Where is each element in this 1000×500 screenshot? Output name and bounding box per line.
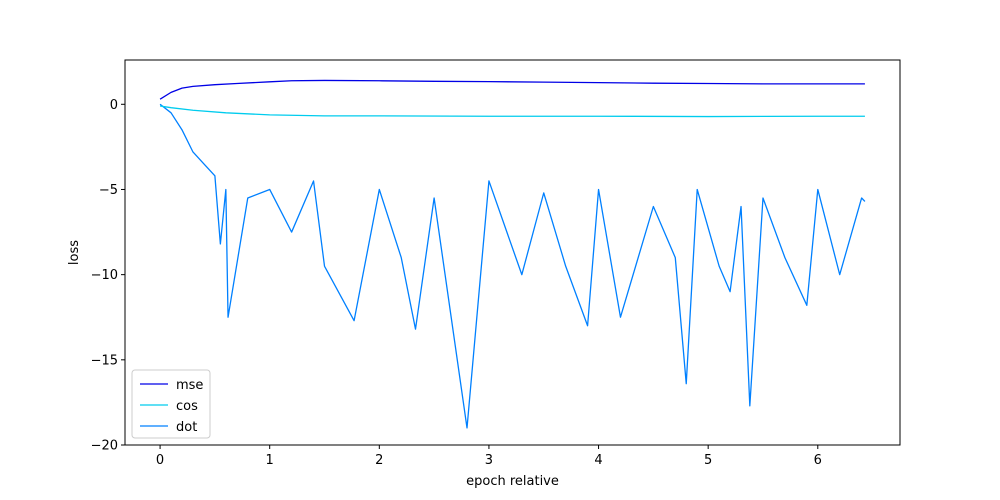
legend-box bbox=[131, 369, 211, 439]
ticks-layer: 0 1 2 3 4 5 6 0 −5 −10 −15 −20 bbox=[91, 98, 822, 468]
y-tick-label: −15 bbox=[91, 353, 118, 368]
x-tick-label: 3 bbox=[485, 453, 493, 468]
legend-label-cos: cos bbox=[176, 399, 198, 414]
y-tick-label: −5 bbox=[99, 183, 118, 198]
y-tick-label: −10 bbox=[91, 268, 118, 283]
series-line-mse bbox=[159, 79, 865, 100]
legend-label-dot: dot bbox=[176, 420, 197, 435]
y-axis-label: loss bbox=[67, 240, 82, 265]
y-tick-label: −20 bbox=[91, 439, 118, 454]
x-tick-label: 0 bbox=[156, 453, 164, 468]
plot-frame bbox=[124, 59, 901, 446]
x-tick-label: 1 bbox=[266, 453, 274, 468]
x-tick-label: 5 bbox=[704, 453, 712, 468]
x-axis-label: epoch relative bbox=[466, 474, 559, 489]
series-line-cos bbox=[159, 105, 865, 118]
series-layer bbox=[159, 79, 866, 429]
y-tick-label: 0 bbox=[110, 98, 118, 113]
legend: mse cos dot bbox=[131, 369, 211, 439]
x-tick-label: 4 bbox=[594, 453, 602, 468]
legend-label-mse: mse bbox=[176, 378, 203, 393]
series-line-dot bbox=[159, 103, 866, 429]
x-tick-label: 6 bbox=[814, 453, 822, 468]
x-tick-label: 2 bbox=[375, 453, 383, 468]
